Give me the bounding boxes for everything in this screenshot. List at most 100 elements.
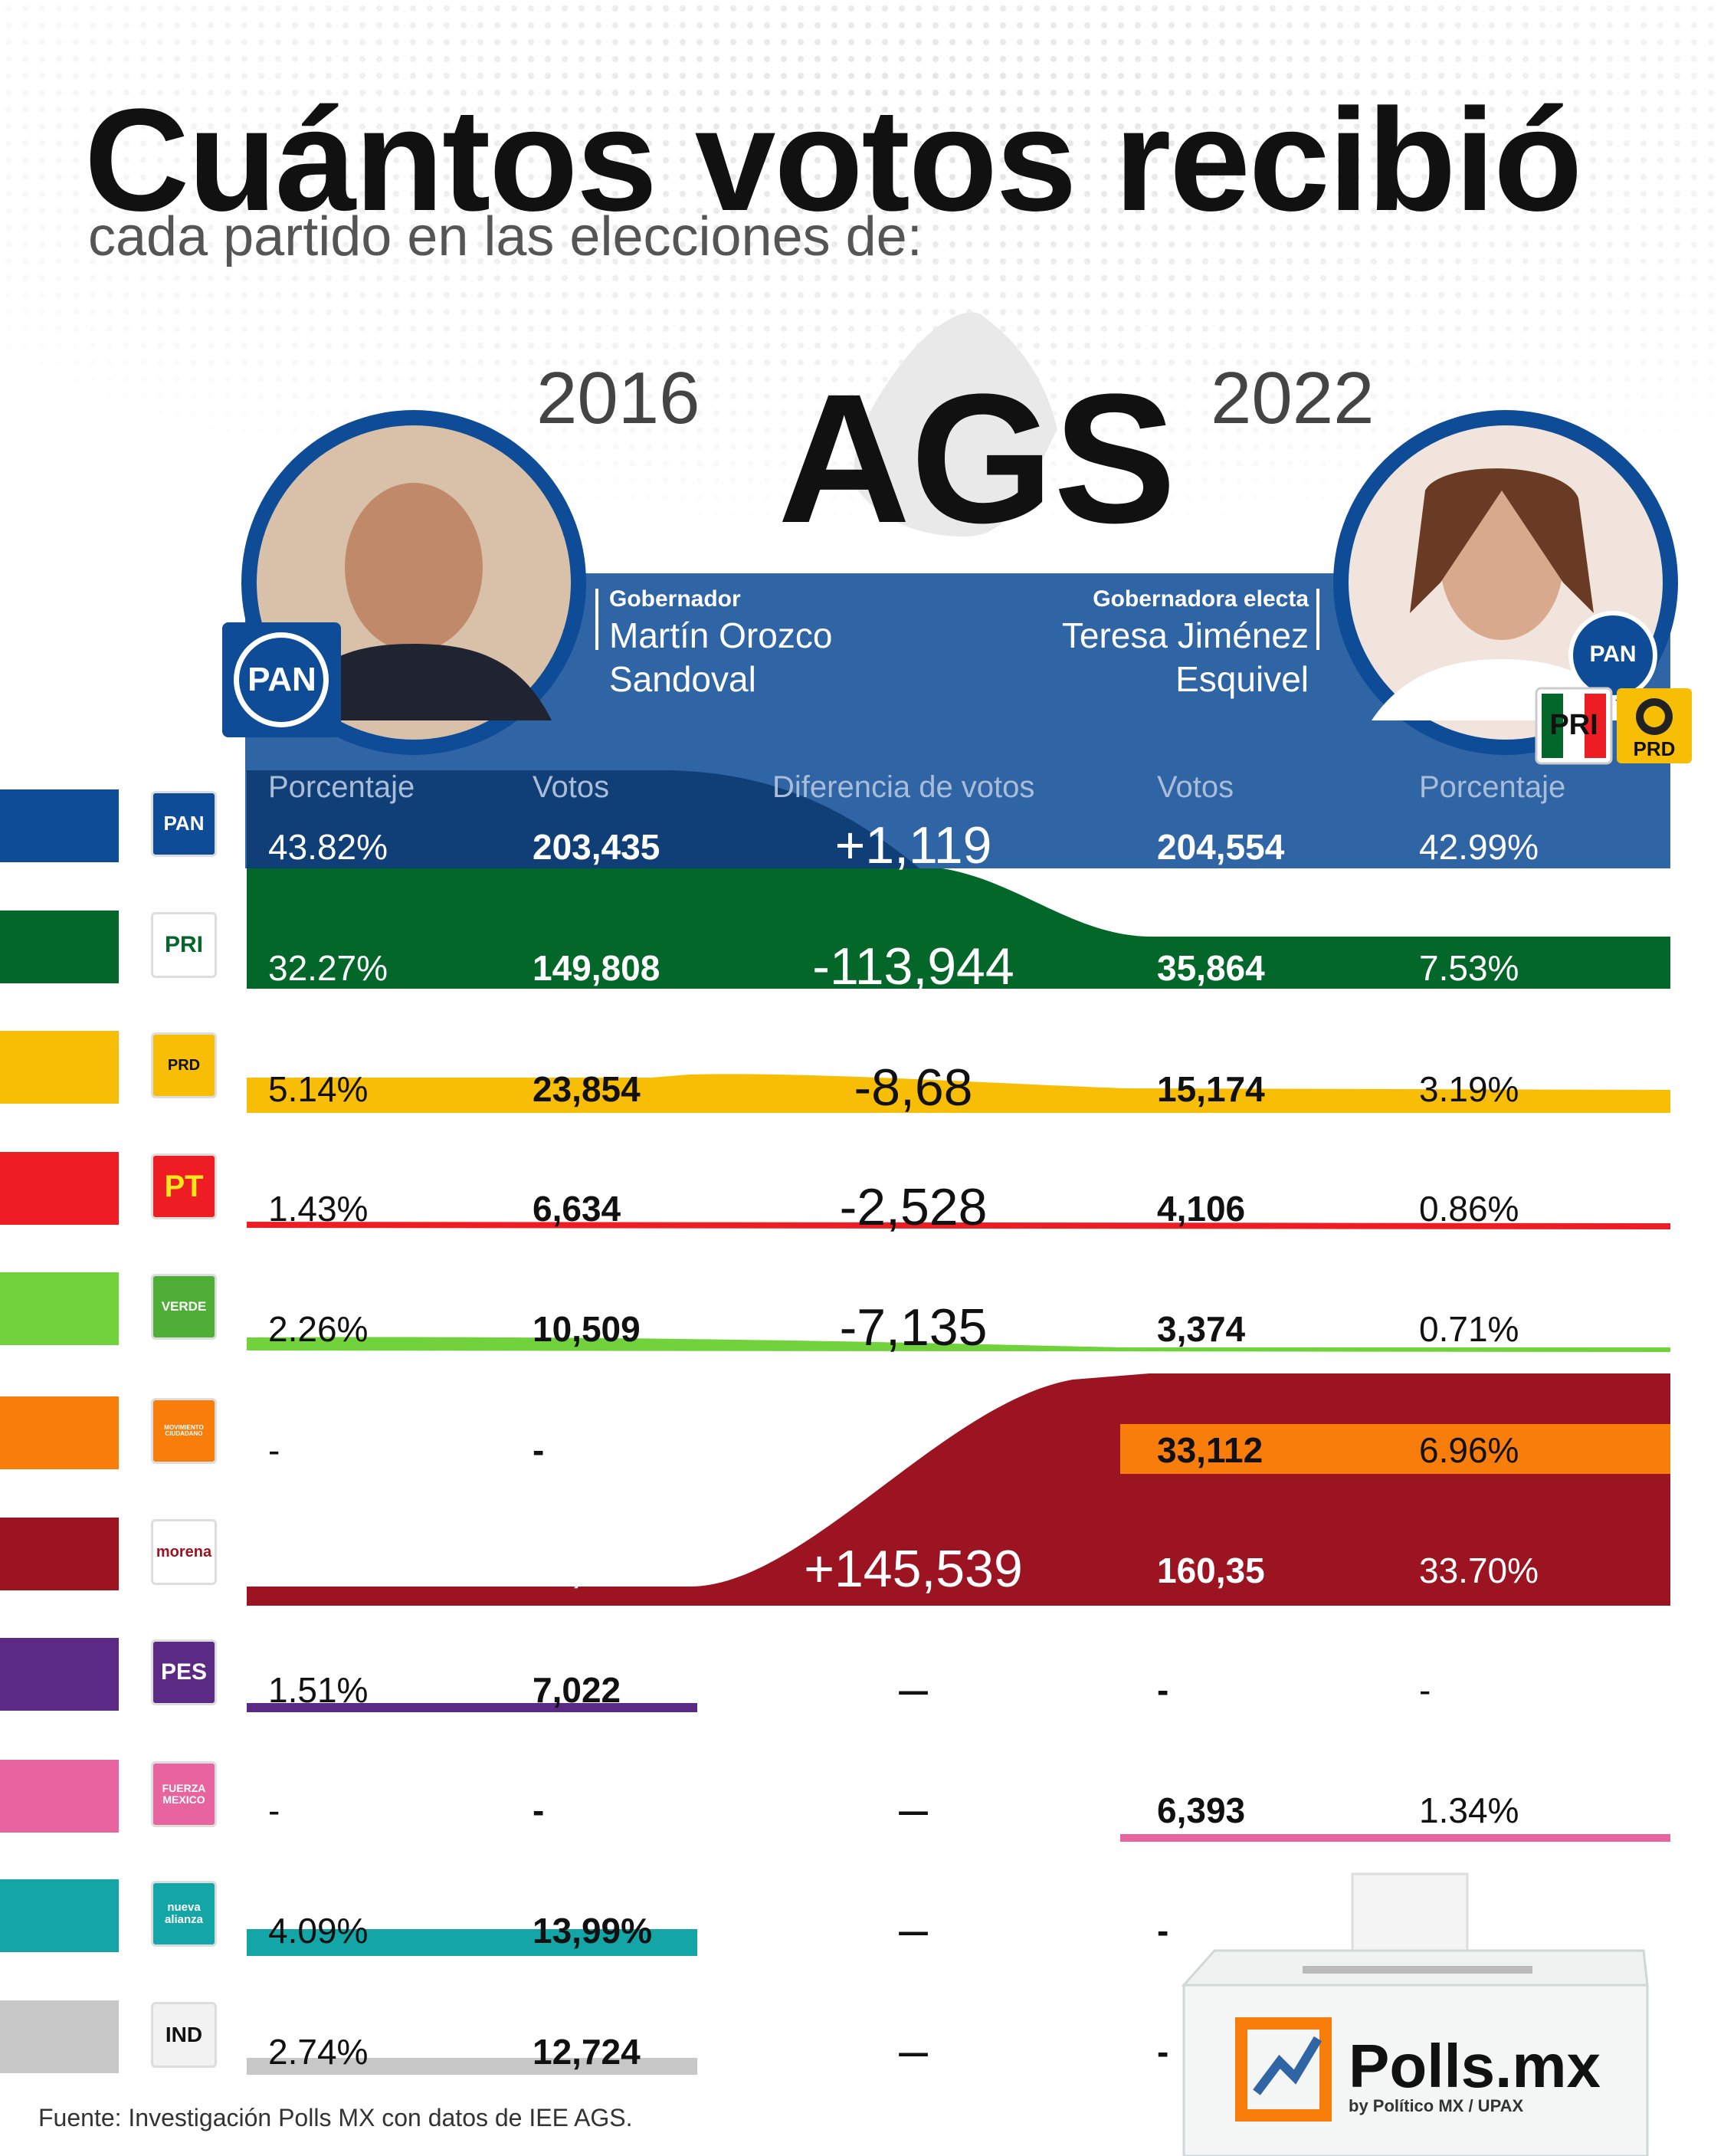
color-chip-pri — [0, 911, 119, 983]
color-chip-mc — [0, 1396, 119, 1469]
pri-pct-2016: 32.27% — [268, 948, 388, 988]
pes-votes-2022: - — [1157, 1670, 1169, 1710]
pri-diff: -113,944 — [812, 937, 1014, 996]
prd-logo-icon: PRD — [151, 1032, 217, 1098]
pes-logo-icon: PES — [151, 1639, 217, 1705]
color-chip-pt — [0, 1152, 119, 1225]
na-logo-icon: nueva alianza — [151, 1881, 217, 1947]
pan-badge-left-label: PAN — [247, 661, 316, 698]
year-2022: 2022 — [1211, 357, 1375, 439]
page-subtitle: cada partido en las elecciones de: — [88, 206, 923, 267]
prd-badge-right-label: PRD — [1633, 737, 1676, 760]
pt-logo-icon: PT — [151, 1153, 217, 1219]
pri-votes-2016: 149,808 — [533, 948, 660, 988]
prd-pct-2016: 5.14% — [268, 1069, 369, 1109]
col-header-votes-2016: Votos — [533, 770, 610, 804]
pes-bar — [247, 1703, 697, 1712]
color-chip-ind — [0, 2000, 119, 2073]
verde-diff: -7,135 — [839, 1298, 988, 1357]
col-header-votes-2022: Votos — [1157, 770, 1234, 804]
verde-pct-2022: 0.71% — [1419, 1309, 1519, 1349]
pan-badge-right — [1568, 611, 1657, 700]
color-chip-pan — [0, 789, 119, 862]
morena-pct-2022: 33.70% — [1419, 1551, 1539, 1590]
morena-votes-2022: 160,35 — [1157, 1551, 1265, 1590]
state-map-silhouette — [854, 312, 1057, 537]
prd-votes-2016: 23,854 — [533, 1069, 641, 1109]
pan-votes-2022: 204,554 — [1157, 827, 1285, 867]
pri-votes-2022: 35,864 — [1157, 948, 1265, 988]
ind-bar — [247, 2058, 697, 2075]
left-candidate-name-1: Martín Orozco — [609, 615, 833, 655]
brand-logo-subtext: by Político MX / UPAX — [1349, 2096, 1524, 2115]
color-chip-na — [0, 1879, 119, 1952]
left-candidate-role: Gobernador — [609, 586, 741, 612]
source-note: Fuente: Investigación Polls MX con datos… — [38, 2104, 633, 2131]
page-title: Cuántos votos recibió — [84, 79, 1582, 241]
color-chip-fxm — [0, 1760, 119, 1833]
color-chip-prd — [0, 1031, 119, 1104]
pes-pct-2016: 1.51% — [268, 1670, 369, 1710]
mc-votes-2022: 33,112 — [1157, 1430, 1264, 1470]
mc-pct-2022: 6.96% — [1419, 1430, 1519, 1470]
fxm-bar — [1120, 1834, 1670, 1842]
ind-votes-2016: 12,724 — [533, 2032, 641, 2072]
na-bar — [247, 1929, 697, 1956]
pri-badge-right-label: PRI — [1549, 709, 1598, 741]
morena-logo-icon: morena — [151, 1519, 217, 1585]
morena-pct-2016: 3.19% — [268, 1551, 369, 1590]
verde-flow — [247, 1337, 1670, 1352]
prd-pct-2022: 3.19% — [1419, 1069, 1519, 1109]
state-abbreviation: AGS — [778, 356, 1177, 561]
pes-pct-2022: - — [1419, 1670, 1431, 1710]
pes-diff: – — [899, 1659, 928, 1718]
pan-logo-icon: PAN — [151, 791, 217, 857]
prd-votes-2022: 15,174 — [1157, 1069, 1265, 1109]
ind-pct-2016: 2.74% — [268, 2032, 369, 2072]
fxm-pct-2016: - — [268, 1790, 280, 1830]
pri-pct-2022: 7.53% — [1419, 948, 1519, 988]
na-diff: – — [899, 1900, 928, 1958]
pan-row-flow — [247, 770, 919, 868]
pt-pct-2016: 1.43% — [268, 1189, 369, 1229]
na-votes-2016: 13,99% — [533, 1911, 653, 1951]
morena-diff: +145,539 — [804, 1540, 1023, 1598]
year-2016: 2016 — [536, 357, 700, 439]
pt-diff: -2,528 — [839, 1178, 988, 1236]
pt-flow — [247, 1222, 1670, 1229]
pan-diff: +1,119 — [834, 816, 992, 875]
mc-logo-icon: MOVIMIENTO CIUDADANO — [151, 1398, 217, 1464]
pan-badge-right-label: PAN — [1589, 642, 1637, 667]
mc-votes-2016: - — [533, 1430, 545, 1470]
verde-logo-icon: VERDE — [151, 1274, 217, 1340]
fxm-diff: – — [899, 1780, 928, 1838]
ind-votes-2022: - — [1157, 2032, 1169, 2072]
color-chip-pes — [0, 1638, 119, 1711]
pt-votes-2022: 4,106 — [1157, 1189, 1246, 1229]
left-candidate-name-2: Sandoval — [609, 659, 756, 699]
mc-bar — [1120, 1424, 1670, 1474]
color-chip-morena — [0, 1518, 119, 1590]
mc-pct-2016: - — [268, 1430, 280, 1470]
polls-logo-icon — [1235, 2017, 1332, 2122]
prd-flow — [247, 1074, 1670, 1113]
fxm-votes-2016: - — [533, 1790, 545, 1830]
brand-logo-text: Polls.mx — [1349, 2032, 1601, 2100]
fxm-pct-2022: 1.34% — [1419, 1790, 1519, 1830]
pan-pct-2016: 43.82% — [268, 827, 388, 867]
ind-logo-icon: IND — [151, 2002, 217, 2068]
pan-pct-2022: 42.99% — [1419, 827, 1539, 867]
col-header-pct-2016: Porcentaje — [268, 770, 415, 804]
fxm-logo-icon: FUERZA MEXICO — [151, 1761, 217, 1827]
prd-diff: -8,68 — [854, 1058, 973, 1117]
ind-diff: – — [899, 2021, 928, 2079]
right-candidate-role: Gobernadora electa — [1093, 586, 1309, 612]
color-chip-verde — [0, 1272, 119, 1345]
col-header-pct-2022: Porcentaje — [1419, 770, 1566, 804]
col-header-diff: Diferencia de votos — [772, 770, 1035, 804]
pri-flow — [247, 868, 1670, 989]
pan-votes-2016: 203,435 — [533, 827, 660, 867]
pes-votes-2016: 7,022 — [533, 1670, 621, 1710]
verde-pct-2016: 2.26% — [268, 1309, 369, 1349]
fxm-votes-2022: 6,393 — [1157, 1790, 1246, 1830]
